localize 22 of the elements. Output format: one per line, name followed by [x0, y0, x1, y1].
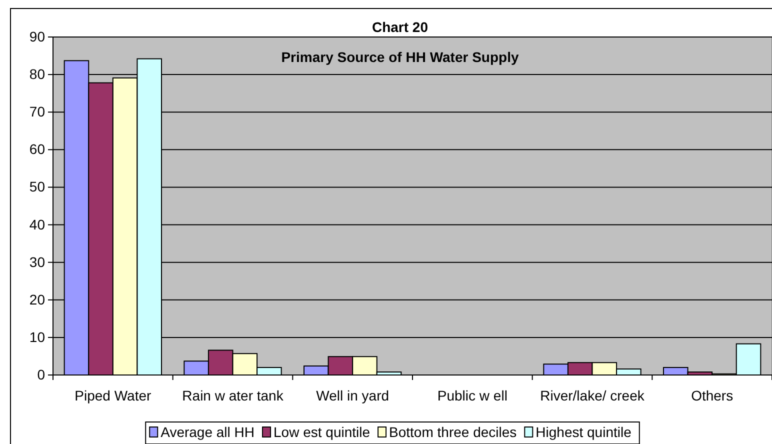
y-tick-label: 30 [29, 254, 46, 270]
y-tick-label: 40 [29, 216, 46, 232]
x-tick-label: River/lake/ creek [540, 387, 646, 404]
legend-label: Bottom three deciles [389, 424, 517, 440]
x-tick-label: Public w ell [437, 387, 508, 404]
x-tick-label: Others [691, 387, 734, 404]
x-tick-label: Piped Water [74, 387, 152, 404]
text: Primary Source of HH Water Supply [281, 49, 519, 65]
y-tick-label: 90 [29, 28, 46, 44]
legend-label: Low est quintile [274, 424, 370, 440]
y-tick-label: 80 [29, 66, 46, 82]
x-tick-label: Well in yard [316, 387, 390, 404]
y-tick-label: 0 [37, 366, 46, 382]
y-tick-label: 60 [29, 141, 46, 158]
x-tick-label: Rain w ater tank [182, 387, 284, 404]
y-tick-label: 50 [29, 178, 46, 195]
legend-label: Highest quintile [536, 424, 632, 440]
chart-title: Chart 20 [372, 19, 428, 35]
legend-label: Average all HH [160, 424, 255, 440]
y-tick-label: 20 [29, 291, 46, 308]
y-tick-label: 70 [29, 104, 46, 120]
y-tick-label: 10 [29, 328, 46, 345]
